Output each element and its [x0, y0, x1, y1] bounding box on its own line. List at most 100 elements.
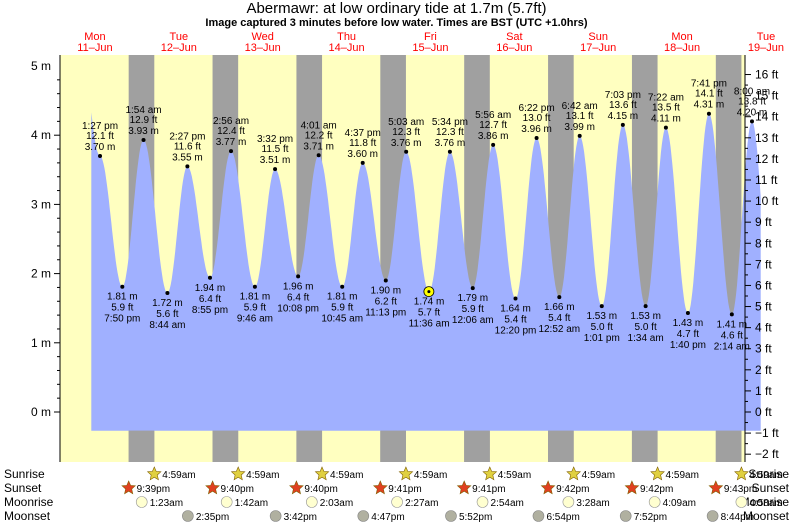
- sunrise-time: 4:59am: [162, 470, 195, 481]
- almanac-row-label-left-sunset: Sunset: [4, 481, 42, 495]
- almanac-row-label-left-moonrise: Moonrise: [4, 495, 54, 509]
- low-tide-m-label: 1.41 m: [717, 319, 748, 330]
- right-tick-label: 9 ft: [755, 215, 772, 229]
- low-tide-point: [729, 312, 734, 317]
- low-tide-time-label: 12:06 am: [452, 315, 494, 326]
- day-date-label: 13–Jun: [245, 42, 281, 54]
- low-tide-ft-label: 6.4 ft: [287, 292, 309, 303]
- sunset-icon: [372, 480, 388, 495]
- high-tide-ft-label: 12.3 ft: [392, 127, 420, 138]
- right-tick-label: 15 ft: [755, 89, 779, 103]
- low-tide-point: [557, 295, 562, 300]
- high-tide-m-label: 3.51 m: [260, 155, 291, 166]
- high-tide-time-label: 1:27 pm: [82, 121, 118, 132]
- high-tide-m-label: 4.31 m: [694, 100, 725, 111]
- left-tick-label: 1 m: [31, 336, 51, 350]
- left-tick-label: 3 m: [31, 197, 51, 211]
- low-tide-m-label: 1.81 m: [107, 292, 138, 303]
- high-tide-time-label: 6:42 am: [562, 101, 598, 112]
- sunrise-time: 4:59am: [330, 470, 363, 481]
- right-tick-label: 7 ft: [755, 257, 772, 271]
- low-tide-m-label: 1.64 m: [500, 304, 531, 315]
- low-tide-m-label: 1.53 m: [630, 311, 661, 322]
- sunrise-time: 4:59am: [246, 470, 279, 481]
- low-tide-m-label: 1.81 m: [327, 292, 358, 303]
- low-tide-m-label: 1.72 m: [152, 298, 183, 309]
- sunset-icon: [708, 480, 724, 495]
- high-tide-m-label: 3.86 m: [478, 131, 509, 142]
- moonset-time: 4:47pm: [371, 512, 404, 523]
- low-tide-ft-label: 5.9 ft: [462, 304, 484, 315]
- high-tide-point: [447, 149, 452, 154]
- day-date-label: 14–Jun: [329, 42, 365, 54]
- low-tide-m-label: 1.66 m: [544, 302, 575, 313]
- almanac-row-label-right-moonrise: Moonrise: [740, 495, 790, 509]
- sunset-time: 9:43pm: [724, 484, 757, 495]
- right-tick-label: 11 ft: [755, 173, 778, 187]
- night-band-lower: [380, 430, 406, 462]
- right-tick-label: 4 ft: [755, 321, 772, 335]
- high-tide-ft-label: 12.3 ft: [436, 127, 464, 138]
- day-name-label: Mon: [671, 31, 692, 43]
- high-tide-point: [534, 135, 539, 140]
- sunset-icon: [121, 480, 137, 495]
- high-tide-time-label: 5:03 am: [388, 117, 424, 128]
- current-level-dot: [427, 290, 431, 294]
- left-tick-label: 5 m: [31, 59, 51, 73]
- high-tide-point: [663, 125, 668, 130]
- day-name-label: Sat: [506, 31, 523, 43]
- day-name-label: Tue: [757, 31, 776, 43]
- moonrise-time: 4:09am: [663, 498, 696, 509]
- sunset-icon: [624, 480, 640, 495]
- right-tick-label: −2 ft: [755, 447, 779, 461]
- high-tide-m-label: 3.99 m: [564, 122, 595, 133]
- low-tide-time-label: 11:36 am: [409, 319, 450, 330]
- low-tide-ft-label: 5.7 ft: [418, 308, 440, 319]
- sunset-time: 9:40pm: [221, 484, 254, 495]
- high-tide-ft-label: 12.4 ft: [217, 126, 245, 137]
- night-band-lower: [548, 430, 574, 462]
- high-tide-point: [273, 167, 278, 172]
- low-tide-ft-label: 4.6 ft: [721, 330, 743, 341]
- moonset-icon: [532, 510, 545, 522]
- low-tide-time-label: 8:44 am: [149, 320, 185, 331]
- sunrise-time: 4:59am: [414, 470, 447, 481]
- low-tide-point: [165, 290, 170, 295]
- low-tide-ft-label: 5.9 ft: [244, 303, 266, 314]
- sunrise-icon: [314, 466, 330, 481]
- sunrise-time: 4:59am: [582, 470, 615, 481]
- sunset-icon: [289, 480, 304, 495]
- low-tide-ft-label: 6.4 ft: [199, 294, 221, 305]
- sunrise-icon: [398, 466, 414, 481]
- high-tide-point: [360, 160, 365, 165]
- high-tide-point: [141, 138, 146, 143]
- right-tick-label: 14 ft: [755, 110, 779, 124]
- low-tide-time-label: 10:08 pm: [277, 303, 319, 314]
- low-tide-time-label: 12:20 pm: [495, 326, 537, 337]
- moonset-icon: [182, 510, 194, 522]
- high-tide-ft-label: 13.6 ft: [609, 100, 637, 111]
- low-tide-point: [513, 296, 518, 301]
- sunrise-icon: [146, 466, 162, 481]
- high-tide-m-label: 4.15 m: [608, 111, 639, 122]
- sunset-time: 9:40pm: [304, 484, 337, 495]
- high-tide-ft-label: 12.1 ft: [86, 131, 114, 142]
- low-tide-time-label: 1:01 pm: [584, 333, 620, 344]
- moonset-time: 6:54pm: [546, 512, 579, 523]
- day-name-label: Thu: [337, 31, 356, 43]
- almanac-row-label-left-moonset: Moonset: [4, 509, 51, 523]
- moonrise-time: 3:28am: [576, 498, 609, 509]
- low-tide-time-label: 12:52 am: [538, 324, 580, 335]
- low-tide-m-label: 1.90 m: [370, 286, 401, 297]
- moonrise-time: 2:54am: [491, 498, 524, 509]
- high-tide-ft-label: 11.6 ft: [174, 141, 201, 152]
- high-tide-ft-label: 13.5 ft: [652, 103, 680, 114]
- low-tide-point: [207, 275, 212, 280]
- moonset-icon: [445, 510, 457, 522]
- left-tick-label: 2 m: [31, 267, 51, 281]
- low-tide-ft-label: 5.0 ft: [635, 322, 657, 333]
- low-tide-time-label: 9:46 am: [237, 314, 273, 325]
- low-tide-point: [470, 286, 475, 291]
